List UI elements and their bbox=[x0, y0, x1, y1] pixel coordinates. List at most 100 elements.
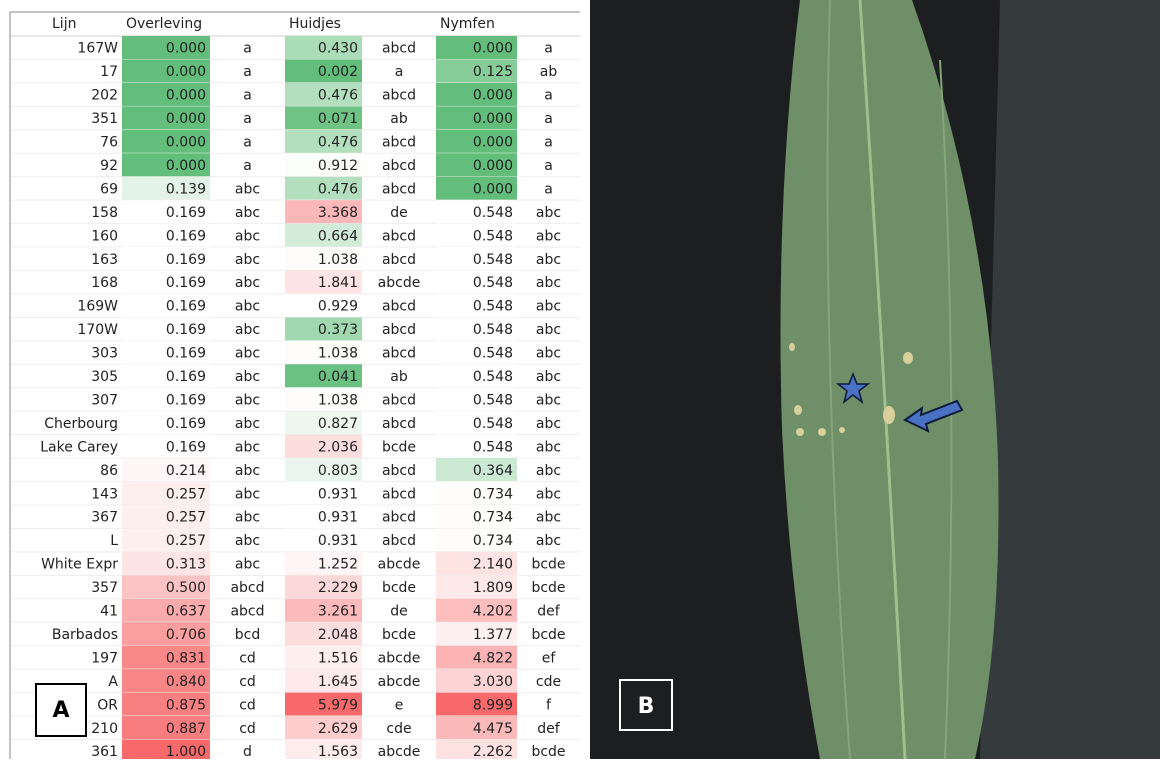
cell-value: 0.257 bbox=[166, 486, 206, 502]
heat-cell bbox=[122, 622, 210, 646]
cell-value: 3.261 bbox=[318, 604, 358, 620]
cell-value: 0.840 bbox=[166, 674, 206, 690]
heat-cell bbox=[122, 598, 210, 623]
heat-cell bbox=[436, 82, 517, 107]
column-header: Huidjes bbox=[289, 16, 341, 32]
cell-letters: abcde bbox=[378, 275, 421, 291]
heat-cell bbox=[285, 669, 362, 693]
heat-cell bbox=[436, 129, 517, 154]
cell-value: 0.169 bbox=[166, 252, 206, 268]
cell-letters: abc bbox=[235, 228, 260, 244]
line-name: 163 bbox=[91, 252, 118, 268]
cell-value: 0.000 bbox=[473, 41, 513, 57]
heat-cell bbox=[285, 411, 362, 435]
cell-letters: abcd bbox=[382, 392, 416, 408]
heat-cell bbox=[122, 153, 210, 177]
cell-value: 0.430 bbox=[318, 41, 358, 57]
heat-cell bbox=[436, 36, 517, 60]
line-name: 167W bbox=[77, 41, 118, 57]
cell-letters: a bbox=[544, 181, 553, 197]
heat-cell bbox=[436, 692, 517, 717]
cell-value: 0.706 bbox=[166, 627, 206, 643]
cell-letters: a bbox=[395, 64, 404, 80]
cell-value: 0.000 bbox=[166, 41, 206, 57]
heat-cell bbox=[285, 200, 362, 224]
cell-value: 1.516 bbox=[318, 650, 358, 666]
line-name: Cherbourg bbox=[44, 416, 118, 432]
cell-letters: abcd bbox=[382, 486, 416, 502]
line-name: 92 bbox=[100, 158, 118, 174]
cell-letters: a bbox=[544, 158, 553, 174]
heat-cell bbox=[436, 528, 517, 552]
heat-cell bbox=[285, 458, 362, 482]
line-name: Lake Carey bbox=[40, 439, 118, 455]
heat-cell bbox=[122, 528, 210, 552]
heat-cell bbox=[122, 59, 210, 83]
cell-letters: abc bbox=[536, 252, 561, 268]
cell-letters: abc bbox=[235, 252, 260, 268]
cell-letters: abc bbox=[235, 486, 260, 502]
line-name: A bbox=[108, 674, 118, 690]
line-name: L bbox=[110, 533, 118, 549]
cell-letters: a bbox=[544, 88, 553, 104]
cell-value: 1.038 bbox=[318, 346, 358, 362]
heat-cell bbox=[436, 270, 517, 294]
cell-value: 0.000 bbox=[473, 135, 513, 151]
heat-cell bbox=[122, 739, 210, 763]
heat-cell bbox=[122, 106, 210, 130]
cell-letters: abcd bbox=[382, 41, 416, 57]
cell-letters: abc bbox=[235, 463, 260, 479]
heat-cell bbox=[436, 223, 517, 248]
cell-letters: abc bbox=[536, 486, 561, 502]
heat-cell bbox=[436, 247, 517, 271]
cell-letters: bcd bbox=[235, 627, 260, 643]
cell-value: 0.169 bbox=[166, 346, 206, 362]
cell-letters: abc bbox=[536, 533, 561, 549]
cell-value: 0.637 bbox=[166, 604, 206, 620]
line-name: 143 bbox=[91, 486, 118, 502]
cell-value: 2.229 bbox=[318, 580, 358, 596]
cell-letters: abcd bbox=[382, 228, 416, 244]
cell-value: 0.548 bbox=[473, 439, 513, 455]
cell-value: 0.548 bbox=[473, 392, 513, 408]
heat-cell bbox=[285, 387, 362, 412]
cell-letters: cde bbox=[386, 721, 411, 737]
cell-letters: f bbox=[546, 697, 552, 713]
line-name: 351 bbox=[91, 111, 118, 127]
cell-letters: a bbox=[243, 41, 252, 57]
cell-letters: abcd bbox=[382, 510, 416, 526]
heat-cell bbox=[122, 364, 210, 388]
heat-cell bbox=[436, 317, 517, 341]
cell-value: 2.140 bbox=[473, 557, 513, 573]
cell-value: 8.999 bbox=[473, 697, 513, 713]
cell-value: 0.169 bbox=[166, 205, 206, 221]
cell-letters: e bbox=[395, 697, 404, 713]
heat-cell bbox=[436, 739, 517, 763]
heat-cell bbox=[285, 551, 362, 576]
heat-cell bbox=[285, 223, 362, 248]
cell-value: 0.548 bbox=[473, 275, 513, 291]
heat-cell bbox=[436, 411, 517, 435]
cell-value: 0.169 bbox=[166, 416, 206, 432]
cell-letters: cd bbox=[239, 697, 256, 713]
cell-value: 1.038 bbox=[318, 252, 358, 268]
cell-value: 0.931 bbox=[318, 486, 358, 502]
line-name: 367 bbox=[91, 510, 118, 526]
table: Lijn Overleving Huidjes Nymfen 167W 0.000 a 0.4… bbox=[9, 11, 580, 763]
heat-cell bbox=[436, 622, 517, 646]
cell-letters: abc bbox=[536, 416, 561, 432]
cell-value: 2.036 bbox=[318, 439, 358, 455]
line-name: 168 bbox=[91, 275, 118, 291]
cell-letters: abcd bbox=[382, 346, 416, 362]
heat-cell bbox=[122, 176, 210, 201]
cell-value: 3.030 bbox=[473, 674, 513, 690]
cell-value: 0.548 bbox=[473, 228, 513, 244]
cell-value: 0.000 bbox=[473, 111, 513, 127]
cell-letters: abc bbox=[536, 392, 561, 408]
cell-letters: ab bbox=[390, 111, 408, 127]
line-name: 210 bbox=[91, 721, 118, 737]
heat-cell bbox=[122, 669, 210, 693]
heat-cell bbox=[285, 481, 362, 505]
line-name: 158 bbox=[91, 205, 118, 221]
heat-cell bbox=[285, 36, 362, 60]
